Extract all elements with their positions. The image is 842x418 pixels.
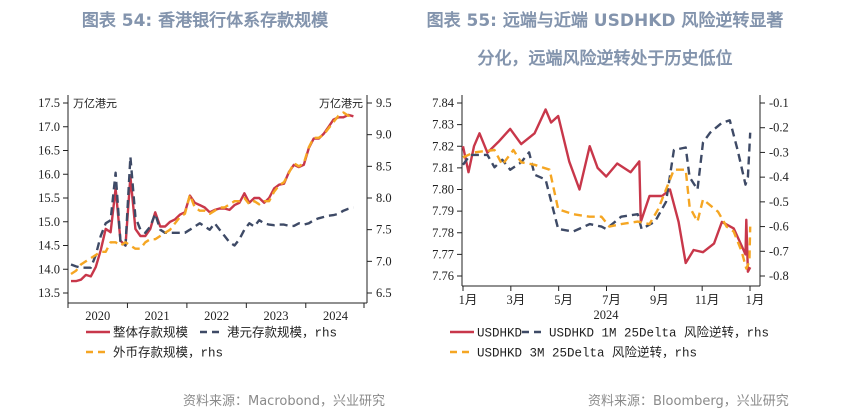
series-line-1-0	[461, 108, 752, 273]
y2-tick-label: 8.5	[376, 159, 392, 173]
right-source: 资料来源：Bloomberg，兴业研究	[588, 394, 789, 409]
right-unit-label: 万亿港元	[319, 97, 363, 110]
legend-label-1-0: USDHKD	[477, 327, 522, 341]
x-tick-label: 2021	[145, 309, 170, 323]
y-tick-label: 7.76	[432, 269, 454, 283]
y2-tick-label: 7.5	[376, 223, 392, 237]
x-tick-label: 2020	[85, 309, 110, 323]
x-tick-label: 2024	[323, 309, 349, 323]
left-chart-title: 图表 54: 香港银行体系存款规模	[81, 11, 329, 31]
y-tick-label: 13.5	[38, 286, 60, 300]
x-tick-label: 5月	[554, 293, 573, 307]
y2-tick-label: 9.5	[376, 96, 392, 110]
y-tick-label: 15.5	[38, 191, 60, 205]
y2-tick-label: -0.5	[769, 195, 789, 209]
series-line-1-2	[462, 148, 752, 270]
x-tick-label: 2022	[204, 309, 229, 323]
y-tick-label: 16.0	[38, 167, 60, 181]
x-tick-label: 3月	[506, 293, 525, 307]
x-tick-label: 2023	[264, 309, 289, 323]
y-tick-label: 15.0	[38, 215, 60, 229]
right-chart-title-line1: 图表 55: 远端与近端 USDHKD 风险逆转显著	[426, 11, 784, 31]
y-tick-label: 16.5	[38, 144, 60, 158]
series-line-1-1	[462, 119, 752, 233]
y-tick-label: 7.80	[432, 183, 454, 197]
legend-label-1-1: USDHKD 1M 25Delta 风险逆转，rhs	[549, 325, 769, 341]
x-tick-label: 7月	[602, 293, 621, 307]
y-tick-label: 7.78	[432, 226, 454, 240]
x-tick-label: 9月	[650, 293, 669, 307]
y-tick-label: 7.82	[432, 139, 454, 153]
x-tick-label: 1月	[459, 293, 478, 307]
y2-tick-label: -0.1	[769, 96, 789, 110]
y-tick-label: 7.84	[432, 96, 455, 110]
y-tick-label: 7.77	[432, 247, 454, 261]
y-tick-label: 7.81	[432, 161, 454, 175]
x-axis-label: 2024	[594, 308, 620, 322]
legend-label-1-2: USDHKD 3M 25Delta 风险逆转，rhs	[477, 345, 697, 361]
legend-label-0-2: 外币存款规模，rhs	[113, 345, 223, 361]
left-source: 资料来源：Macrobond，兴业研究	[183, 394, 386, 409]
y2-tick-label: 6.5	[376, 286, 392, 300]
x-tick-label: 1月	[746, 293, 765, 307]
y2-tick-label: -0.4	[769, 170, 790, 184]
left-unit-label: 万亿港元	[73, 97, 117, 110]
y2-tick-label: -0.8	[769, 269, 789, 283]
right-chart-title-line2: 分化，远端风险逆转处于历史低位	[477, 49, 733, 69]
y-tick-label: 17.0	[38, 120, 60, 134]
y-tick-label: 14.5	[38, 239, 60, 253]
x-tick-label: 11月	[695, 293, 720, 307]
y2-tick-label: 9.0	[376, 128, 392, 142]
legend-label-0-0: 整体存款规模	[113, 325, 189, 341]
y2-tick-label: -0.7	[769, 244, 789, 258]
y-tick-label: 17.5	[38, 96, 60, 110]
y2-tick-label: 8.0	[376, 191, 392, 205]
y2-tick-label: -0.2	[769, 121, 789, 135]
series-line-0-1	[70, 155, 354, 269]
y2-tick-label: -0.3	[769, 145, 789, 159]
series-line-0-2	[70, 111, 354, 276]
y-tick-label: 7.79	[432, 204, 454, 218]
y2-tick-label: 7.0	[376, 254, 392, 268]
y-tick-label: 14.0	[38, 262, 60, 276]
y2-tick-label: -0.6	[769, 220, 789, 234]
legend-label-0-1: 港元存款规模，rhs	[227, 325, 337, 341]
y-tick-label: 7.83	[432, 118, 454, 132]
